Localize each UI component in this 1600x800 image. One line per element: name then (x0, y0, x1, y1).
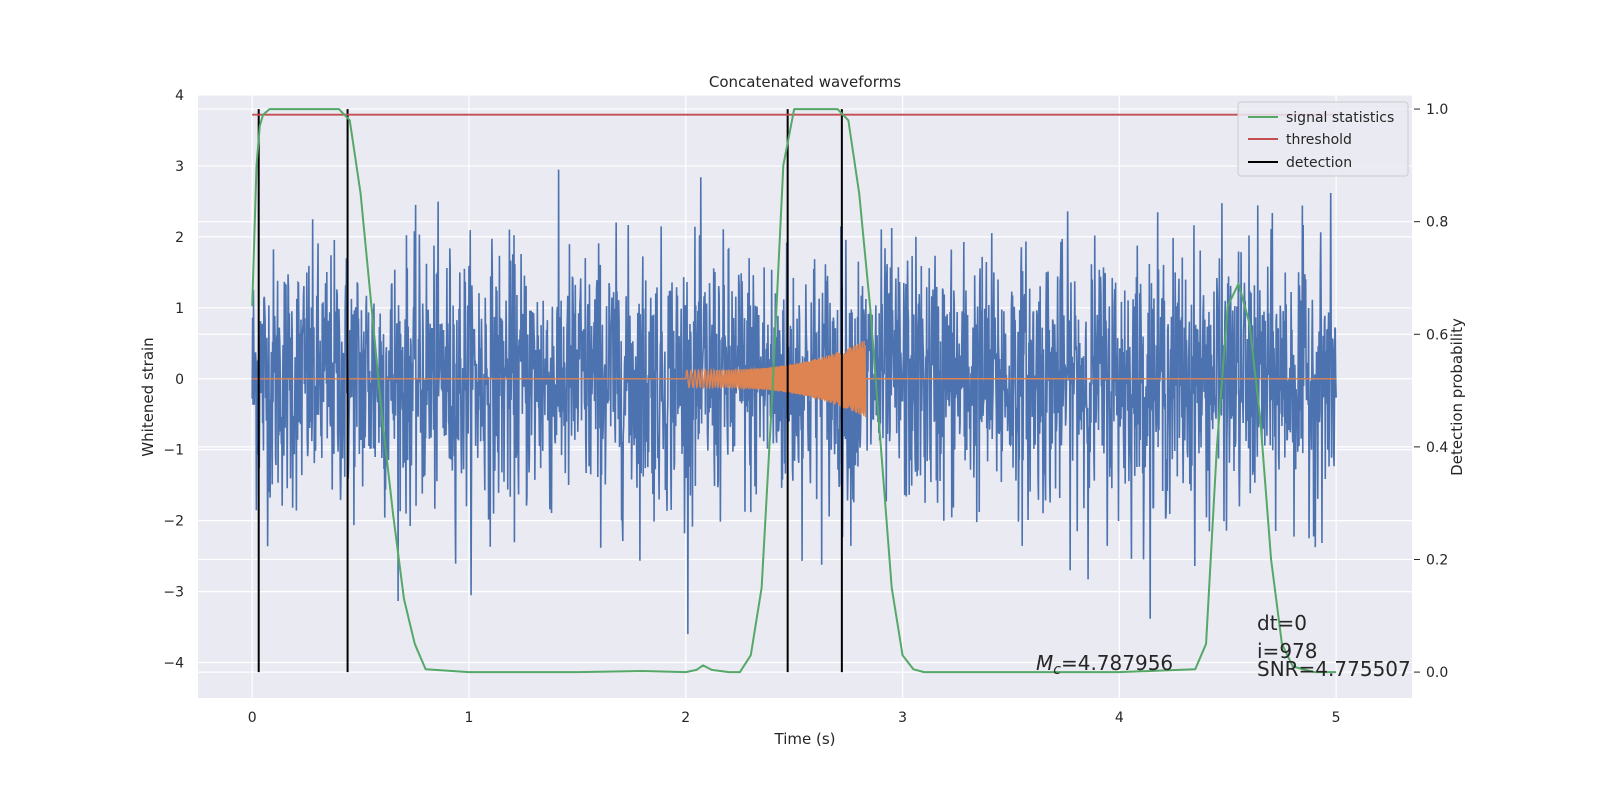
x-tick-label: 5 (1332, 710, 1341, 726)
legend-label-threshold: threshold (1286, 132, 1352, 148)
legend-box (1237, 101, 1409, 177)
x-tick-label: 2 (681, 710, 690, 726)
y-tick-label: 2 (175, 230, 184, 246)
annotation-mc-symbol: M (1036, 651, 1053, 675)
y-axis-label: Whitened strain (139, 337, 157, 456)
x-axis-label: Time (s) (774, 730, 836, 748)
y2-tick-label: 0.6 (1426, 327, 1448, 343)
y-tick-label: −3 (163, 585, 184, 601)
y-tick-label: −4 (163, 656, 184, 672)
x-axis-ticks: 0 1 2 3 4 5 (248, 710, 1341, 726)
x-tick-label: 4 (1115, 710, 1124, 726)
x-tick-label: 1 (465, 710, 474, 726)
y2-axis-label: Detection probability (1448, 318, 1466, 476)
x-tick-label: 0 (248, 710, 257, 726)
annotation-i: i=978 (1257, 639, 1318, 663)
y-tick-label: 1 (175, 301, 184, 317)
y2-tick-label: 0.4 (1426, 440, 1448, 456)
y2-tick-label: 0.0 (1426, 665, 1448, 681)
y2-axis-ticks: 1.0 0.8 0.6 0.4 0.2 0.0 (1414, 102, 1448, 681)
y-tick-label: 3 (175, 159, 184, 175)
y2-tick-label: 1.0 (1426, 102, 1448, 118)
y-tick-label: 4 (175, 88, 184, 104)
legend-label-signal-statistics: signal statistics (1286, 110, 1394, 126)
annotation-dt: dt=0 (1257, 611, 1307, 635)
annotation-mc: Mc=4.787956 (1036, 651, 1173, 678)
y-axis-ticks: 4 3 2 1 0 −1 −2 −3 −4 (163, 88, 184, 672)
x-tick-label: 3 (898, 710, 907, 726)
detection-lines (257, 109, 843, 673)
annotation-mc-subscript: c (1053, 662, 1061, 678)
annotation-mc-value: =4.787956 (1061, 651, 1173, 675)
y-tick-label: −2 (163, 514, 184, 530)
annotation-snr: SNR=4.775507 (1257, 657, 1411, 681)
y2-tick-label: 0.2 (1426, 552, 1448, 568)
signal-statistics-series (251, 108, 1337, 674)
template-series (252, 340, 1337, 418)
template-line (252, 340, 1337, 418)
legend: signal statistics threshold detection (1237, 101, 1409, 177)
y-tick-label: −1 (163, 443, 184, 459)
y-tick-label: 0 (175, 372, 184, 388)
y2-tick-label: 0.8 (1426, 215, 1448, 231)
signal-statistics-line (251, 108, 1337, 674)
chart-title: Concatenated waveforms (709, 73, 901, 91)
legend-label-detection: detection (1286, 155, 1352, 171)
